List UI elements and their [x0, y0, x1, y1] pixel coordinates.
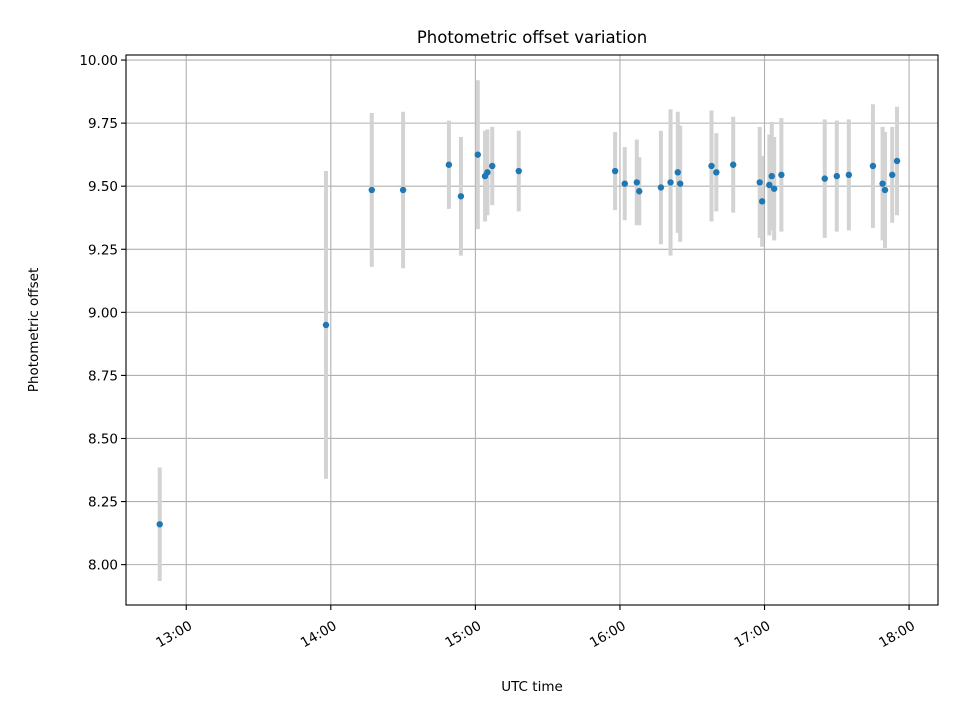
data-point — [399, 186, 407, 194]
y-tick-label: 9.75 — [88, 116, 118, 132]
grid — [126, 55, 938, 605]
data-point — [758, 198, 766, 205]
data-point — [729, 161, 737, 168]
data-point — [489, 162, 496, 170]
x-axis-label: UTC time — [501, 679, 563, 695]
y-axis: 8.00 8.25 8.50 8.75 9.00 9.25 9.50 9.75 10.00 — [79, 53, 126, 574]
data-point — [457, 193, 465, 200]
data-point — [474, 151, 481, 158]
data-point — [778, 171, 785, 179]
data-point — [611, 167, 619, 175]
data-points — [156, 151, 901, 528]
data-point — [756, 179, 763, 186]
data-point — [636, 188, 643, 195]
data-point — [869, 162, 877, 170]
data-point — [879, 180, 886, 187]
data-point — [156, 521, 163, 528]
data-point — [667, 179, 674, 186]
y-tick-label: 8.25 — [88, 495, 118, 511]
y-tick-label: 10.00 — [79, 53, 118, 69]
data-point — [322, 321, 330, 329]
data-point — [445, 161, 453, 168]
data-point — [881, 186, 889, 194]
data-point — [768, 172, 775, 180]
y-tick-label: 8.75 — [88, 368, 118, 384]
data-point — [674, 169, 681, 176]
data-point — [368, 186, 375, 194]
y-tick-label: 8.50 — [88, 431, 118, 447]
data-point — [657, 184, 665, 191]
data-point — [889, 171, 896, 179]
data-point — [821, 175, 828, 182]
data-point — [893, 157, 901, 165]
data-point — [676, 180, 684, 187]
data-point — [633, 179, 641, 186]
y-tick-label: 9.00 — [88, 305, 118, 321]
y-axis-label: Photometric offset — [26, 268, 42, 392]
y-tick-label: 9.50 — [88, 179, 118, 195]
data-point — [484, 169, 491, 176]
data-point — [845, 171, 853, 179]
data-point — [770, 185, 778, 192]
y-tick-label: 9.25 — [88, 242, 118, 258]
data-point — [621, 180, 628, 187]
data-point — [766, 181, 773, 189]
plot-frame — [125, 54, 939, 606]
data-point — [515, 167, 522, 175]
data-point — [833, 172, 841, 180]
chart-title: Photometric offset variation — [417, 28, 647, 47]
y-tick-label: 8.00 — [88, 558, 118, 574]
data-point — [713, 169, 720, 176]
data-point — [708, 162, 715, 170]
